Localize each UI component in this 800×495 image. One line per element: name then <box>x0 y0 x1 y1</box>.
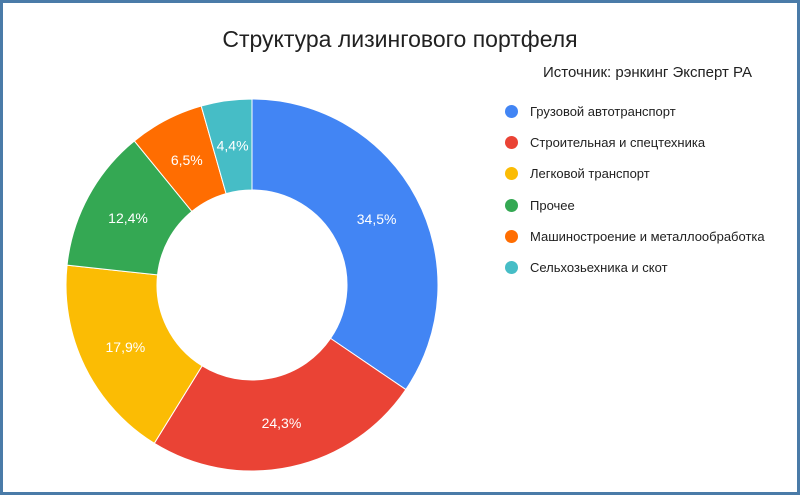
slice-6 <box>200 98 253 195</box>
legend-label-3: Легковой транспорт <box>530 166 650 182</box>
legend-item-1: Грузовой автотранспорт <box>505 96 765 127</box>
legend-swatch-5 <box>505 229 518 243</box>
slice-label-4: 12,4% <box>108 210 148 226</box>
legend-label-6: Сельхозьехника и скот <box>530 260 668 276</box>
legend-swatch-6 <box>505 261 518 275</box>
legend-swatch-1 <box>505 105 518 119</box>
slice-2 <box>153 337 407 472</box>
slice-1 <box>251 98 439 391</box>
legend-swatch-4 <box>505 198 518 212</box>
legend-item-6: Сельхозьехника и скот <box>505 252 765 283</box>
slice-label-1: 34,5% <box>357 211 397 227</box>
slice-label-2: 24,3% <box>262 415 302 431</box>
legend-label-4: Прочее <box>530 197 575 213</box>
legend-item-3: Легковой транспорт <box>505 158 765 189</box>
chart-source: Источник: рэнкинг Эксперт РА <box>543 64 753 81</box>
legend-label-2: Строительная и спецтехника <box>530 135 706 151</box>
legend-item-4: Прочее <box>505 190 765 221</box>
legend-swatch-3 <box>505 167 518 181</box>
slice-label-6: 4,4% <box>217 137 249 153</box>
chart-title: Структура лизингового портфеля <box>222 26 578 52</box>
slice-3 <box>65 264 203 444</box>
chart-legend: Грузовой автотранспорт Строительная и спе… <box>505 96 765 283</box>
legend-label-5: Машиностроение и металлообработка <box>530 228 765 244</box>
slice-label-5: 6,5% <box>171 152 203 168</box>
legend-item-2: Строительная и спецтехника <box>505 127 765 158</box>
legend-item-5: Машиностроение и металлообработка <box>505 221 765 252</box>
legend-swatch-2 <box>505 136 518 150</box>
slice-label-3: 17,9% <box>106 339 146 355</box>
legend-label-1: Грузовой автотранспорт <box>530 104 676 120</box>
